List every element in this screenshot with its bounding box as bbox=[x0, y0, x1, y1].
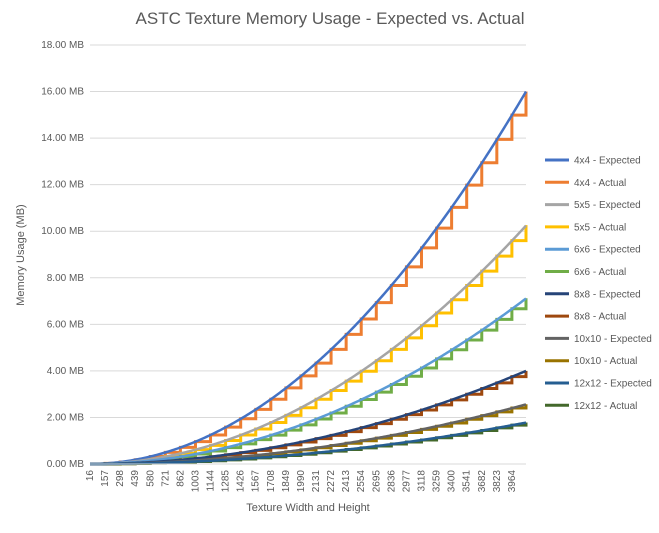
series-line-4x4-expected bbox=[89, 90, 528, 466]
y-tick-label: 14.00 MB bbox=[41, 133, 84, 144]
x-tick-label: 1849 bbox=[281, 470, 292, 493]
legend-entry: 8x8 - Expected bbox=[574, 289, 641, 300]
series-lines bbox=[89, 90, 528, 466]
x-tick-label: 157 bbox=[100, 470, 111, 487]
series-line-6x6-actual bbox=[90, 298, 528, 466]
y-axis-label: Memory Usage (MB) bbox=[15, 204, 27, 305]
x-tick-label: 2977 bbox=[401, 470, 412, 493]
legend-entry: 6x6 - Expected bbox=[574, 245, 641, 256]
x-tick-label: 1144 bbox=[206, 470, 217, 492]
series-line-6x6-expected bbox=[89, 297, 527, 466]
legend-entry: 5x5 - Actual bbox=[574, 222, 626, 233]
x-tick-label: 3964 bbox=[507, 470, 518, 493]
legend: 4x4 - Expected 4x4 - Actual 5x5 - Expected… bbox=[545, 156, 652, 412]
x-tick-label: 1426 bbox=[236, 470, 247, 493]
x-axis-label: Texture Width and Height bbox=[246, 502, 370, 514]
legend-entry: 4x4 - Expected bbox=[574, 156, 641, 167]
x-tick-label: 2272 bbox=[326, 470, 337, 493]
x-tick-label: 3541 bbox=[462, 470, 473, 493]
x-tick-label: 2413 bbox=[341, 470, 352, 493]
y-tick-label: 8.00 MB bbox=[47, 273, 85, 284]
legend-entry: 10x10 - Actual bbox=[574, 356, 637, 367]
y-tick-label: 18.00 MB bbox=[41, 40, 84, 51]
x-tick-label: 3823 bbox=[492, 470, 503, 493]
x-tick-label: 580 bbox=[145, 470, 156, 487]
x-tick-label: 1708 bbox=[266, 470, 277, 493]
legend-entry: 12x12 - Actual bbox=[574, 401, 637, 412]
series-line-5x5-expected bbox=[89, 224, 527, 466]
y-tick-label: 2.00 MB bbox=[47, 412, 85, 423]
x-tick-label: 439 bbox=[130, 470, 141, 487]
chart-title: ASTC Texture Memory Usage - Expected vs.… bbox=[136, 9, 525, 28]
y-tick-label: 6.00 MB bbox=[47, 319, 85, 330]
x-tick-label: 3118 bbox=[416, 470, 427, 492]
legend-entry: 10x10 - Expected bbox=[574, 334, 652, 345]
legend-entry: 6x6 - Actual bbox=[574, 267, 626, 278]
y-tick-label: 0.00 MB bbox=[47, 459, 85, 470]
x-tick-label: 1285 bbox=[221, 470, 232, 493]
legend-entry: 8x8 - Actual bbox=[574, 312, 626, 323]
x-axis-tick-labels: 16 157 298 439 580 721 862 1003 1144 1285 1426 1567… bbox=[85, 470, 518, 493]
x-tick-label: 16 bbox=[85, 470, 96, 482]
x-tick-label: 3400 bbox=[447, 470, 458, 493]
x-tick-label: 1567 bbox=[251, 470, 262, 493]
x-tick-label: 3682 bbox=[477, 470, 488, 493]
x-tick-label: 298 bbox=[115, 470, 126, 487]
y-tick-label: 10.00 MB bbox=[41, 226, 84, 237]
gridlines bbox=[90, 44, 526, 418]
legend-entry: 4x4 - Actual bbox=[574, 178, 626, 189]
y-tick-label: 4.00 MB bbox=[47, 366, 85, 377]
x-tick-label: 2836 bbox=[386, 470, 397, 493]
x-tick-label: 2554 bbox=[356, 470, 367, 493]
y-axis-tick-labels: 0.00 MB 2.00 MB 4.00 MB 6.00 MB 8.00 MB 10.00… bbox=[41, 40, 84, 470]
x-tick-label: 3259 bbox=[432, 470, 443, 493]
y-tick-label: 16.00 MB bbox=[41, 87, 84, 98]
x-tick-label: 862 bbox=[175, 470, 186, 487]
x-tick-label: 1990 bbox=[296, 470, 307, 493]
x-tick-label: 721 bbox=[160, 470, 171, 487]
x-tick-label: 1003 bbox=[190, 470, 201, 493]
legend-entry: 5x5 - Expected bbox=[574, 200, 641, 211]
x-tick-label: 2131 bbox=[311, 470, 322, 493]
series-line-12x12-expected bbox=[90, 421, 527, 466]
x-tick-label: 2695 bbox=[371, 470, 382, 493]
legend-entry: 12x12 - Expected bbox=[574, 379, 652, 390]
y-tick-label: 12.00 MB bbox=[41, 180, 84, 191]
